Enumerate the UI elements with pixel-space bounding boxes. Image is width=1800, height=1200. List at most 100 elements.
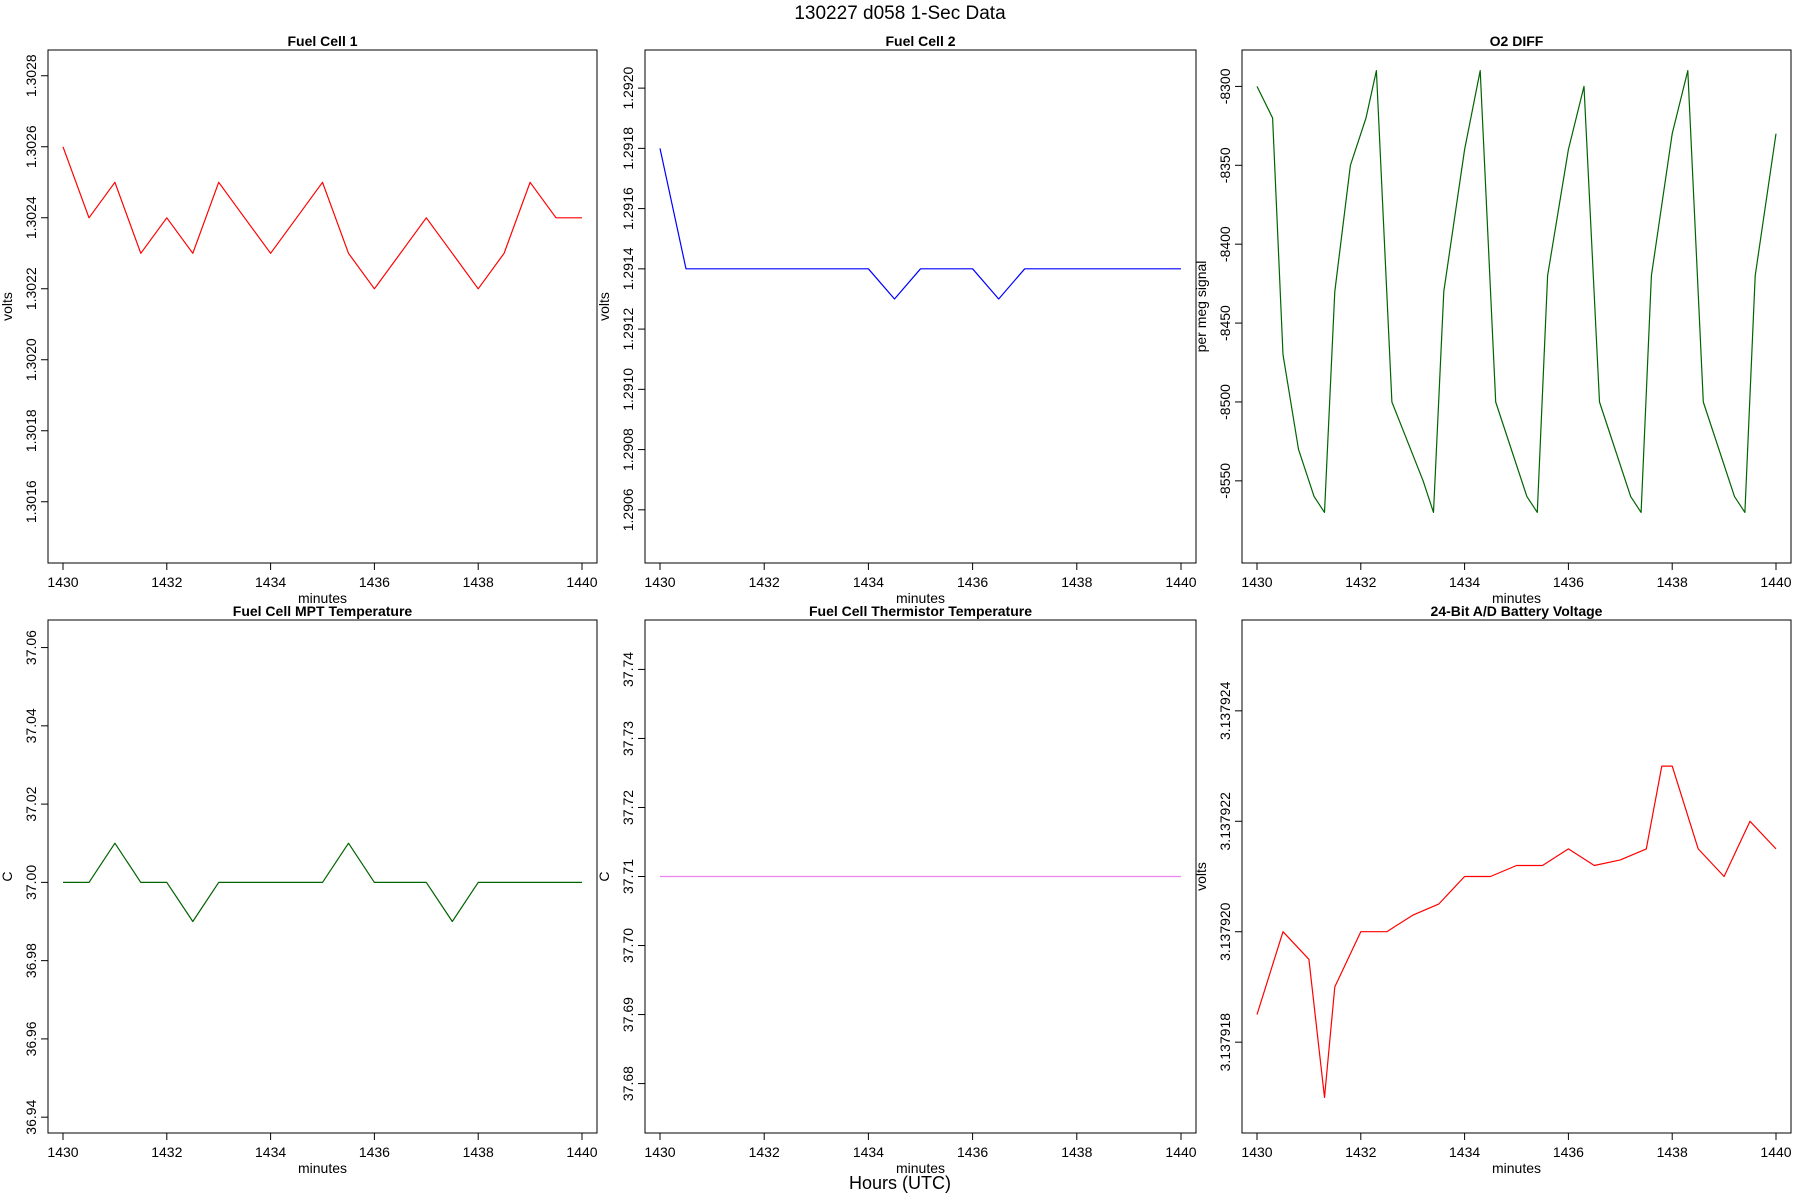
y-tick-label: 37.06 [23, 630, 39, 665]
y-tick-label: 36.96 [23, 1021, 39, 1056]
y-tick-label: 3.137924 [1217, 681, 1233, 740]
y-tick-label: 37.69 [620, 997, 636, 1032]
y-axis-label: per meg signal [1193, 261, 1209, 353]
y-tick-label: 37.04 [23, 708, 39, 743]
y-tick-label: 1.2918 [620, 127, 636, 170]
y-tick-label: 3.137918 [1217, 1013, 1233, 1072]
y-axis-label: C [596, 871, 612, 881]
x-tick-label: 1436 [1553, 1144, 1584, 1160]
x-tick-label: 1434 [255, 1144, 286, 1160]
x-tick-label: 1434 [853, 574, 884, 590]
y-tick-label: 1.3024 [23, 196, 39, 239]
x-tick-label: 1432 [151, 574, 182, 590]
panel-1: Fuel Cell 1 1430 1432 1434 1436 1438 1440 minut… [0, 33, 598, 606]
series-line [659, 148, 1181, 300]
y-tick-label: 37.00 [23, 865, 39, 900]
y-tick-label: 1.2908 [620, 428, 636, 471]
y-axis-label: volts [0, 292, 15, 321]
y-axis-label: volts [1193, 862, 1209, 891]
panel-3: O2 DIFF 1430 1432 1434 1436 1438 1440 minutes -8… [1193, 33, 1792, 606]
figure-title: 130227 d058 1-Sec Data [794, 3, 1006, 24]
y-tick-label: -8300 [1217, 68, 1233, 104]
panel-title: 24-Bit A/D Battery Voltage [1431, 603, 1603, 619]
x-axis-label: minutes [896, 590, 945, 606]
x-tick-label: 1438 [1061, 574, 1092, 590]
figure-x-label: Hours (UTC) [849, 1173, 951, 1193]
y-tick-label: -8400 [1217, 226, 1233, 262]
y-tick-label: 37.71 [620, 859, 636, 894]
x-tick-label: 1436 [359, 574, 390, 590]
series-line [1256, 69, 1777, 514]
y-axis-label: C [0, 871, 15, 881]
x-tick-label: 1438 [463, 1144, 494, 1160]
x-tick-label: 1440 [1760, 574, 1791, 590]
y-tick-label: 1.2916 [620, 187, 636, 230]
y-tick-label: 3.137922 [1217, 792, 1233, 851]
x-axis-label: minutes [1492, 1160, 1541, 1176]
panel-title: Fuel Cell 1 [287, 33, 357, 49]
series-line [62, 146, 582, 290]
x-tick-label: 1430 [1241, 1144, 1272, 1160]
series-line [63, 842, 582, 923]
panel-title: Fuel Cell MPT Temperature [233, 603, 413, 619]
x-tick-label: 1430 [47, 574, 78, 590]
x-axis-label: minutes [298, 590, 347, 606]
x-tick-label: 1436 [1553, 574, 1584, 590]
y-tick-label: 1.3028 [23, 54, 39, 97]
y-tick-label: 1.2914 [620, 247, 636, 290]
x-tick-label: 1440 [566, 1144, 597, 1160]
y-tick-label: 37.68 [620, 1066, 636, 1101]
x-tick-label: 1430 [1241, 574, 1272, 590]
x-tick-label: 1430 [47, 1144, 78, 1160]
y-tick-label: 37.73 [620, 721, 636, 756]
y-tick-label: 1.2906 [620, 488, 636, 531]
panel-title: Fuel Cell Thermistor Temperature [809, 603, 1032, 619]
y-tick-label: 37.74 [620, 652, 636, 687]
x-tick-label: 1436 [359, 1144, 390, 1160]
x-axis-label: minutes [1492, 590, 1541, 606]
x-tick-label: 1440 [1760, 1144, 1791, 1160]
x-tick-label: 1438 [463, 574, 494, 590]
y-tick-label: -8350 [1217, 147, 1233, 183]
x-tick-label: 1432 [151, 1144, 182, 1160]
x-tick-label: 1434 [1449, 574, 1480, 590]
y-tick-label: 1.3018 [23, 409, 39, 452]
panel-title: Fuel Cell 2 [885, 33, 955, 49]
x-axis-label: minutes [896, 1160, 945, 1176]
y-tick-label: 37.02 [23, 786, 39, 821]
panel-title: O2 DIFF [1490, 33, 1544, 49]
y-tick-label: 1.3020 [23, 338, 39, 381]
y-tick-label: -8550 [1217, 463, 1233, 499]
y-tick-label: 37.72 [620, 790, 636, 825]
x-tick-label: 1434 [853, 1144, 884, 1160]
x-tick-label: 1434 [1449, 1144, 1480, 1160]
y-tick-label: -8450 [1217, 305, 1233, 341]
x-axis-label: minutes [298, 1160, 347, 1176]
x-tick-label: 1432 [1345, 1144, 1376, 1160]
x-tick-label: 1438 [1657, 1144, 1688, 1160]
y-tick-label: 1.2920 [620, 67, 636, 110]
y-tick-label: 1.3016 [23, 480, 39, 523]
x-tick-label: 1436 [957, 1144, 988, 1160]
y-tick-label: -8500 [1217, 384, 1233, 420]
y-tick-label: 36.98 [23, 943, 39, 978]
x-tick-label: 1434 [255, 574, 286, 590]
x-tick-label: 1430 [644, 1144, 675, 1160]
panel-5: Fuel Cell Thermistor Temperature 1430 1432… [596, 603, 1197, 1176]
y-tick-label: 36.94 [23, 1099, 39, 1134]
series-line [1256, 765, 1777, 1099]
x-tick-label: 1438 [1657, 574, 1688, 590]
y-tick-label: 37.70 [620, 928, 636, 963]
x-tick-label: 1436 [957, 574, 988, 590]
panel-4: Fuel Cell MPT Temperature 1430 1432 1434 143… [0, 603, 598, 1176]
x-tick-label: 1440 [1165, 1144, 1196, 1160]
x-tick-label: 1432 [749, 1144, 780, 1160]
x-tick-label: 1432 [1345, 574, 1376, 590]
x-tick-label: 1430 [644, 574, 675, 590]
x-tick-label: 1440 [566, 574, 597, 590]
y-axis-label: volts [596, 292, 612, 321]
y-tick-label: 1.3022 [23, 267, 39, 310]
y-tick-label: 1.2912 [620, 307, 636, 350]
